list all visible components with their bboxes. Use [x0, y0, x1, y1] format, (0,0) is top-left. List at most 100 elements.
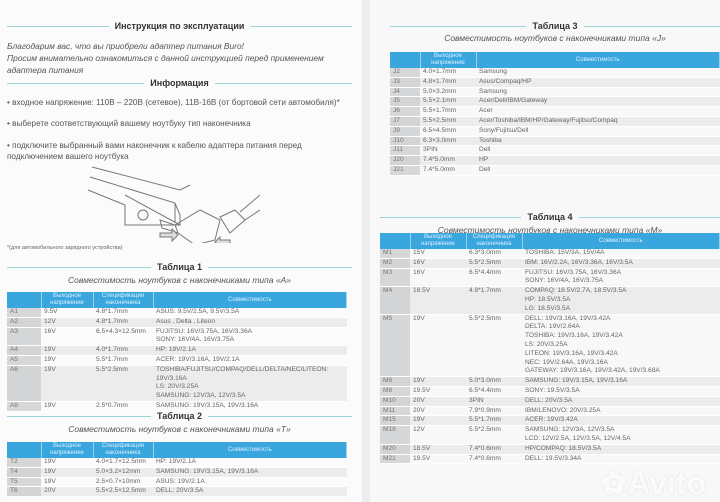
compat-cell: DELL: 19V/3.16A, 19V/3.42A DELTA: 19V/2.6…: [522, 314, 720, 378]
table2: Выходное напряжение Спецификация наконечн…: [7, 442, 347, 498]
title-text: Инструкция по эксплуатации: [114, 21, 245, 31]
spec-cell: 6.5*4.4mm: [466, 386, 522, 397]
spec-cell: 2.5*0.7mm: [93, 401, 153, 412]
tip-code: J6: [390, 106, 420, 117]
compat-line: SONY: 16V/4A, 16V/3.75A: [156, 336, 235, 344]
table-row: J5 5.5×2.1mm Acer/Dell/IBM/Gateway: [390, 96, 720, 108]
spec-cell: 5.5*2.5mm: [466, 425, 522, 445]
compat-cell: SAMSUNG: 19V/3.15A, 19V/3.16A: [153, 401, 347, 412]
tip-code: J11: [390, 145, 420, 157]
spec-cell: 19V: [41, 477, 93, 488]
compat-line: Asus/Compaq/HP: [479, 77, 532, 85]
spec-cell: 5.0*3.0mm: [466, 376, 522, 387]
table1: Выходное напряжение Спецификация наконечн…: [7, 292, 347, 412]
column-header: [390, 52, 421, 68]
compat-line: Acer/Toshiba/IBM/HP/Gateway/Fujitsu/Comp…: [479, 116, 618, 124]
intro-line: Просим внимательно ознакомиться с данной…: [7, 53, 324, 75]
compat-cell: COMPAQ: 18.5V/2.7A, 18.5V/3.5A HP: 18.5V/…: [522, 286, 720, 315]
table4-title-text: Таблица 4: [527, 212, 573, 222]
compat-line: Dell: [479, 165, 491, 173]
column-header: [7, 292, 42, 308]
table-row: A3 16V 6.5×4.3×12.5mm FUJITSU: 16V/3.75A, 1…: [7, 327, 347, 347]
spec-cell: 4.8*1.7mm: [93, 308, 153, 318]
connector-illustration: [87, 166, 260, 243]
table-row: T2 19V 4.0×1.7×12.5mm HP: 19V/2.1A: [7, 458, 347, 468]
column-header: Выходное напряжение: [41, 292, 94, 308]
bullet-item: • входное напряжение: 110В – 220В (сетев…: [7, 98, 340, 107]
table-row: A4 19V 4.0*1.7mm HP: 19V/2.1A: [7, 345, 347, 356]
compat-cell: FUJITSU: 16V/3.75A, 16V/3.36A SONY: 16V/4…: [153, 327, 347, 347]
tip-code: J2: [390, 68, 420, 78]
compat-line: HP: 19V/2.1A: [156, 346, 196, 354]
spec-cell: 6.5*4.4mm: [466, 268, 522, 288]
compat-line: SONY: 19.5V/3.5A: [525, 386, 580, 394]
table4: Выходное напряжение Спецификация наконечн…: [380, 233, 720, 465]
compat-line: Dell: [479, 146, 491, 154]
table-row: J2 4.0×1.7mm Samsung: [390, 68, 720, 78]
tip-code: T5: [7, 477, 41, 488]
compat-line: FUJITSU: 16V/3.75A, 16V/3.36A: [156, 327, 253, 335]
table-row: M18 12V 5.5*2.5mm SAMSUNG: 12V/3A, 12V/3.5A…: [380, 425, 720, 445]
instruction-page: Инструкция по эксплуатации Благодарим ва…: [0, 0, 362, 502]
table-row: M15 19V 5.5*1.7mm ACER: 19V/3.42A: [380, 415, 720, 427]
compat-cell: FUJITSU: 16V/3.75A, 16V/3.36A SONY: 16V/4…: [522, 268, 720, 288]
compat-cell: SAMSUNG: 19V/3.15A, 19V/3.16A: [522, 376, 720, 387]
tip-code: J3: [390, 77, 420, 88]
compat-line: Sony/Fujitsu/Dell: [479, 126, 529, 134]
compat-line: COMPAQ: 18.5V/2.7A, 18.5V/3.5A: [525, 287, 627, 295]
spec-cell: 5.0×3.2×12mm: [93, 467, 153, 478]
column-header: Спецификация наконечника: [466, 233, 523, 249]
table-row: T4 19V 5.0×3.2×12mm SAMSUNG: 19V/3.15A, 19V…: [7, 467, 347, 478]
spec-cell: 19V: [410, 376, 466, 387]
compat-line: TOSHIBA: 15V/3A, 15V/4A: [525, 249, 605, 256]
column-header: Совместимость: [153, 442, 347, 458]
compat-cell: Sony/Fujitsu/Dell: [476, 126, 720, 137]
tables-page: Таблица 3 Совместимость ноутбуков с нако…: [370, 0, 720, 502]
table-row: M4 18.5V 4.8*1.7mm COMPAQ: 18.5V/2.7A, 18.5…: [380, 286, 720, 315]
table-row: J10 6.3×3.0mm Toshiba: [390, 136, 720, 147]
compat-line: FUJITSU: 16V/3.75A, 16V/3.36A: [525, 268, 622, 276]
table-row: M5 19V 5.5*2.5mm DELL: 19V/3.16A, 19V/3.42A…: [380, 314, 720, 378]
info-title: Информация: [7, 78, 352, 88]
compat-line: LS: 20V/3.25A: [156, 383, 199, 391]
spec-cell: 20V: [410, 396, 466, 407]
table-row: J4 5.0×3.2mm Samsung: [390, 87, 720, 98]
compat-line: HP/COMPAQ: 18.5V/3.5A: [525, 444, 602, 452]
compat-line: SONY: 16V/4A, 16V/3.75A: [525, 277, 604, 285]
table-row: J3 4.8×1.7mm Asus/Compaq/HP: [390, 77, 720, 88]
compat-line: SAMSUNG: 19V/3.15A, 19V/3.16A: [156, 467, 259, 475]
table1-title: Таблица 1: [7, 262, 352, 272]
column-header: Спецификация наконечника: [93, 442, 154, 458]
spec-cell: 19V: [41, 345, 93, 356]
spec-cell: 12V: [41, 317, 93, 328]
compat-line: DELL: 20V/3.5A: [156, 487, 204, 495]
column-header: [7, 442, 42, 458]
spec-cell: 4.8*1.7mm: [93, 317, 153, 328]
tip-code: J9: [390, 126, 420, 137]
compat-line: HP: 19V/2.1A: [156, 458, 196, 465]
tip-code: M5: [380, 314, 410, 378]
tip-code: M10: [380, 396, 410, 407]
compat-line: DELL: 19.5V/3.34A: [525, 454, 582, 462]
spec-cell: 6.3*3.0mm: [466, 249, 522, 259]
table3-subtitle: Совместимость ноутбуков с наконечниками …: [444, 33, 666, 43]
spec-cell: 5.5*2.5mm: [93, 365, 153, 402]
spec-cell: 4.8*1.7mm: [466, 286, 522, 315]
table1-title-text: Таблица 1: [156, 262, 203, 272]
tip-code: M15: [380, 415, 410, 427]
spec-cell: 5.5*1.7mm: [466, 415, 522, 427]
table-header-row: Выходное напряжение Спецификация наконечн…: [380, 233, 720, 249]
table-row: T5 19V 2.5×0.7×10mm ASUS: 19V/2.1A: [7, 477, 347, 488]
spec-cell: 5.5*1.7mm: [93, 355, 153, 366]
spec-cell: 5.5×2.5mm: [420, 116, 476, 127]
compat-line: Toshiba: [479, 136, 502, 144]
column-header: Выходное напряжение: [410, 233, 467, 249]
column-header: Совместимость: [476, 52, 720, 68]
tip-code: M20: [380, 444, 410, 455]
compat-cell: HP: [476, 155, 720, 166]
tip-code: M8: [380, 386, 410, 397]
tip-code: A2: [7, 317, 41, 328]
tip-code: J5: [390, 96, 420, 108]
spec-cell: 19.5V: [410, 454, 466, 465]
spec-cell: 19V: [41, 355, 93, 366]
